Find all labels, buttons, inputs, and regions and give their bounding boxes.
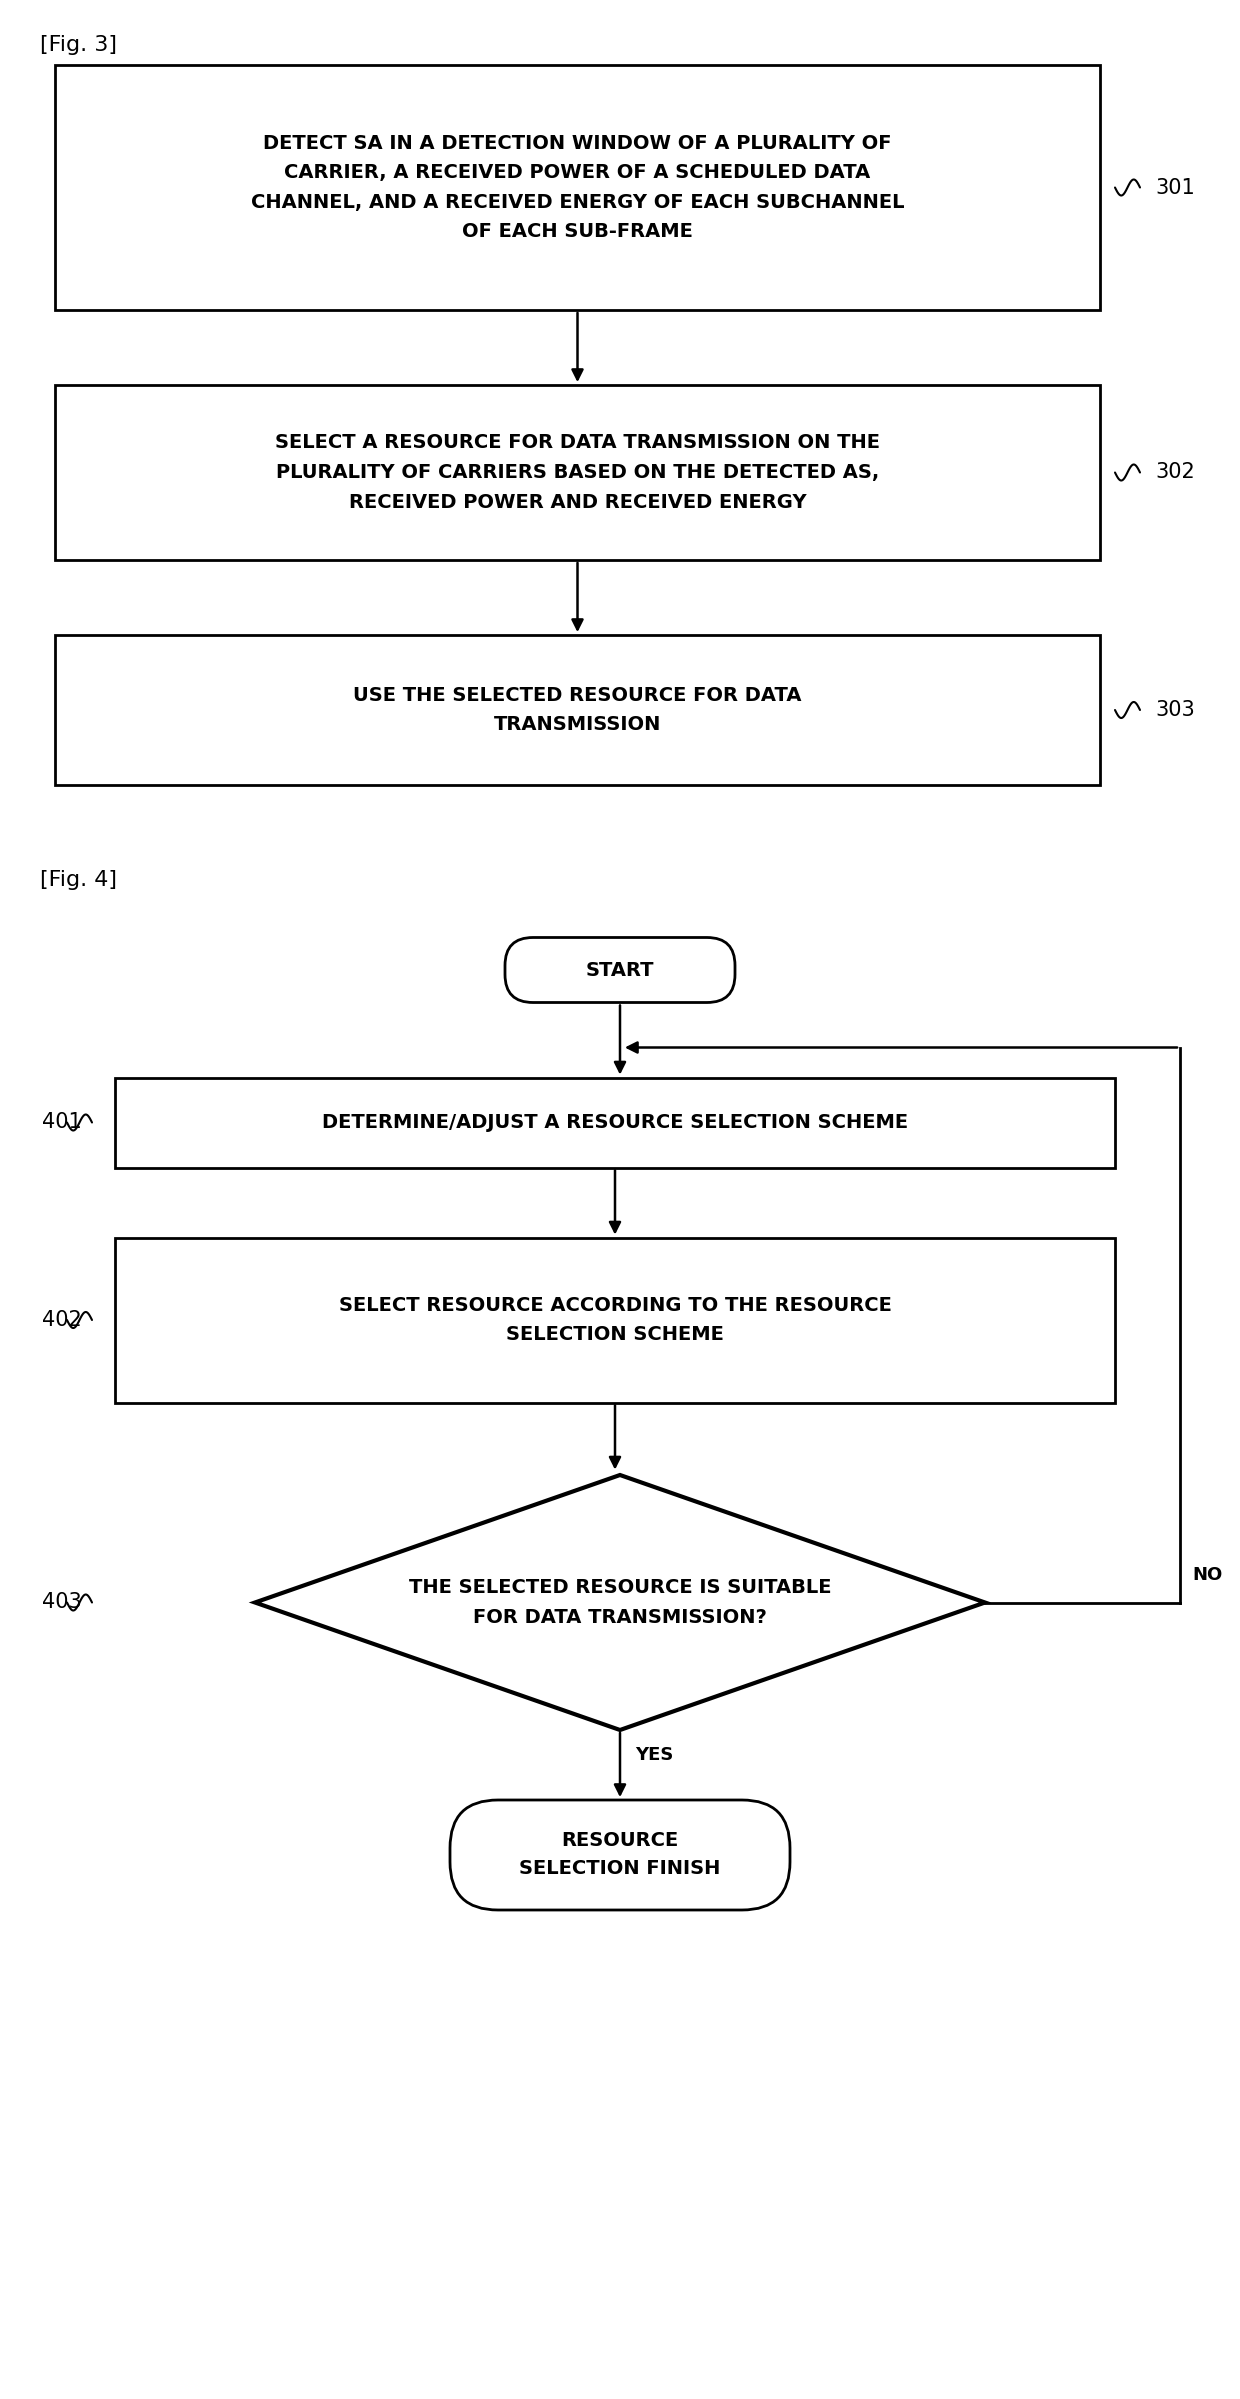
Text: [Fig. 4]: [Fig. 4] — [40, 871, 117, 890]
Text: 301: 301 — [1154, 178, 1195, 197]
FancyBboxPatch shape — [450, 1799, 790, 1910]
Text: SELECT A RESOURCE FOR DATA TRANSMISSION ON THE
PLURALITY OF CARRIERS BASED ON TH: SELECT A RESOURCE FOR DATA TRANSMISSION … — [275, 434, 880, 511]
FancyBboxPatch shape — [505, 938, 735, 1003]
Text: 402: 402 — [42, 1310, 82, 1329]
Bar — [55, 65, 1100, 309]
Bar — [115, 1238, 1115, 1403]
Text: USE THE SELECTED RESOURCE FOR DATA
TRANSMISSION: USE THE SELECTED RESOURCE FOR DATA TRANS… — [353, 686, 802, 734]
Text: RESOURCE
SELECTION FINISH: RESOURCE SELECTION FINISH — [520, 1830, 720, 1878]
Text: 303: 303 — [1154, 701, 1195, 720]
Text: [Fig. 3]: [Fig. 3] — [40, 36, 117, 55]
Text: DETERMINE/ADJUST A RESOURCE SELECTION SCHEME: DETERMINE/ADJUST A RESOURCE SELECTION SC… — [322, 1113, 908, 1132]
Bar — [55, 636, 1100, 784]
Text: DETECT SA IN A DETECTION WINDOW OF A PLURALITY OF
CARRIER, A RECEIVED POWER OF A: DETECT SA IN A DETECTION WINDOW OF A PLU… — [250, 134, 904, 242]
Text: START: START — [585, 960, 655, 979]
Bar — [55, 384, 1100, 559]
Polygon shape — [255, 1475, 985, 1730]
Text: SELECT RESOURCE ACCORDING TO THE RESOURCE
SELECTION SCHEME: SELECT RESOURCE ACCORDING TO THE RESOURC… — [339, 1295, 892, 1343]
Bar — [115, 1077, 1115, 1168]
Text: NO: NO — [1192, 1567, 1223, 1583]
Text: 403: 403 — [42, 1593, 82, 1612]
Text: YES: YES — [635, 1746, 673, 1763]
Text: THE SELECTED RESOURCE IS SUITABLE
FOR DATA TRANSMISSION?: THE SELECTED RESOURCE IS SUITABLE FOR DA… — [409, 1579, 831, 1627]
Text: 401: 401 — [42, 1113, 82, 1132]
Text: 302: 302 — [1154, 463, 1195, 482]
